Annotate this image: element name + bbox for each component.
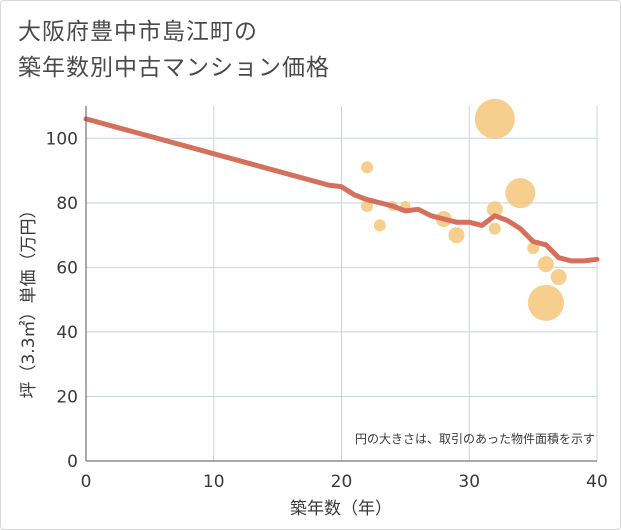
x-tick-label-4: 40 (586, 472, 608, 492)
trend-line (83, 116, 600, 264)
x-axis-label: 築年数（年） (290, 499, 392, 519)
chart-title-line-2: 築年数別中古マンション価格 (18, 55, 330, 81)
bubble-12 (537, 256, 554, 273)
x-tick-label-3: 30 (458, 472, 480, 492)
bubble-8 (486, 201, 503, 218)
tick-labels: 0 10 20 30 40 0 20 40 60 80 100 (46, 129, 608, 492)
bubble-2 (373, 219, 386, 232)
bubble-11 (527, 242, 540, 254)
y-tick-label-3: 60 (56, 258, 78, 278)
x-tick-label-1: 10 (203, 472, 225, 492)
y-tick-label-1: 20 (56, 387, 78, 407)
y-tick-label-5: 100 (46, 129, 78, 149)
chart-title: 大阪府豊中市島江町の 築年数別中古マンション価格 (18, 14, 330, 86)
bubble-13 (527, 284, 564, 321)
x-tick-label-2: 20 (331, 472, 353, 492)
bubble-layer (361, 98, 567, 321)
y-tick-label-4: 80 (56, 194, 78, 214)
y-tick-label-0: 0 (67, 452, 78, 472)
size-note: 円の大きさは、取引のあった物件面積を示す (355, 431, 595, 446)
grid-lines (86, 106, 598, 461)
bubble-9 (488, 222, 501, 235)
y-axis-label: 坪（3.3㎡）単価（万円） (19, 201, 39, 398)
bubble-6 (448, 227, 465, 244)
x-tick-label-0: 0 (81, 472, 92, 492)
bubble-0 (361, 161, 374, 174)
bubble-1 (361, 200, 374, 213)
bubble-14 (550, 269, 567, 286)
bubble-10 (505, 178, 536, 209)
y-tick-label-2: 40 (56, 323, 78, 343)
bubble-7 (474, 98, 515, 139)
axes (85, 106, 597, 462)
chart-title-line-1: 大阪府豊中市島江町の (18, 19, 258, 45)
trend-layer (83, 116, 600, 264)
